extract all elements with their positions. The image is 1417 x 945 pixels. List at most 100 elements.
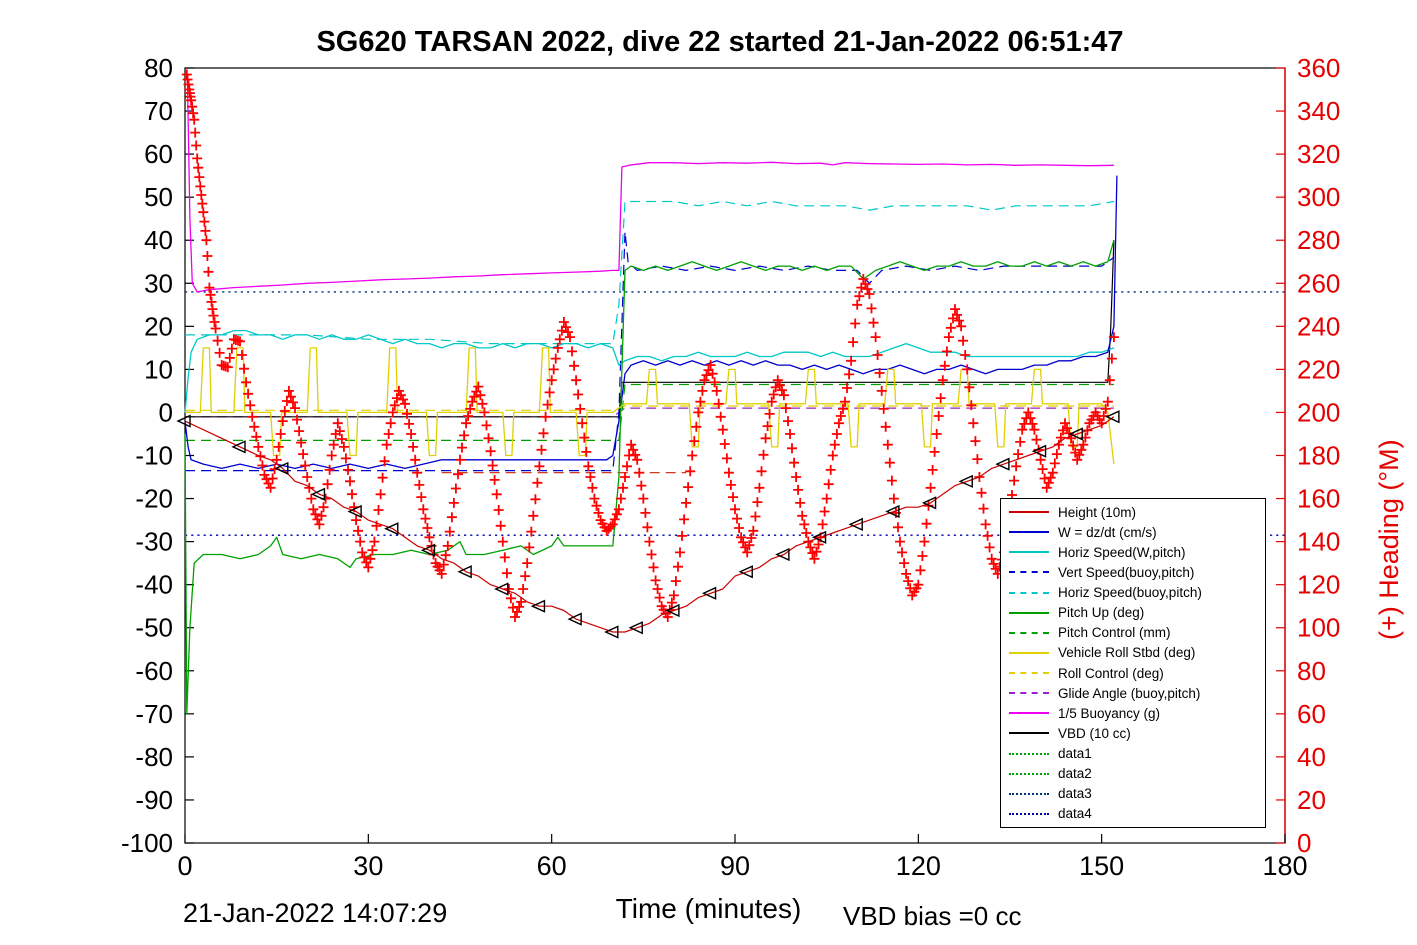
y-left-tick-label: 60 [144,139,173,169]
legend-item-label: data4 [1058,806,1092,822]
series-w-dzdt [184,175,1118,470]
height-marker-triangle [530,599,546,613]
legend-item-label: Glide Angle (buoy,pitch) [1058,685,1201,701]
y-right-tick-label: 340 [1297,96,1340,126]
series-horiz-speed-buoy [185,200,1115,345]
legend-item: Glide Angle (buoy,pitch) [1009,684,1257,702]
legend-item-label: VBD (10 cc) [1058,725,1131,741]
x-tick-label: 60 [537,851,567,881]
legend-item: Horiz Speed(buoy,pitch) [1009,584,1257,602]
legend-item-label: Vert Speed(buoy,pitch) [1058,564,1195,580]
legend-item: Vehicle Roll Stbd (deg) [1009,644,1257,662]
height-marker-triangle [665,603,680,618]
y-right-tick-label: 0 [1297,828,1311,858]
y-right-tick-label: 280 [1297,225,1340,255]
legend: Height (10m) W = dz/dt (cm/s) Horiz Speed(… [1000,498,1266,828]
legend-item: data1 [1009,745,1257,763]
vbd-bias-note: VBD bias =0 cc [843,901,1022,931]
legend-line-sample [1009,712,1049,715]
legend-item: data4 [1009,805,1257,823]
y-left-tick-label: -90 [135,785,173,815]
y-left-tick-label: -40 [135,570,173,600]
y-left-tick-label: 80 [144,53,173,83]
y-left-tick-label: -10 [135,441,173,471]
x-tick-label: 30 [353,851,383,881]
legend-line-sample [1009,611,1049,614]
height-marker-triangle [885,504,900,519]
legend-item: Height (10m) [1009,503,1257,521]
series-vbd [185,240,1115,418]
y-right-tick-label: 120 [1297,570,1340,600]
legend-item: Pitch Control (mm) [1009,624,1257,642]
series-pitch-control [185,383,1114,441]
height-marker-triangle [310,487,326,501]
x-tick-label: 150 [1079,851,1124,881]
legend-item: W = dz/dt (cm/s) [1009,523,1257,541]
legend-item-label: 1/5 Buoyancy (g) [1058,705,1161,721]
height-marker-triangle [995,457,1010,471]
y-right-tick-label: 260 [1297,268,1340,298]
y-right-tick-label: 320 [1297,139,1340,169]
y-right-tick-label: 200 [1297,397,1340,427]
height-marker-triangle [848,517,863,531]
height-marker-triangle [628,621,643,635]
height-marker-triangle [567,612,582,626]
y-left-tick-label: 30 [144,268,173,298]
height-marker-triangle [921,496,937,510]
x-tick-label: 0 [177,851,192,881]
legend-item-label: Horiz Speed(buoy,pitch) [1058,585,1202,601]
legend-line-sample [1009,812,1049,815]
legend-line-sample [1009,551,1049,554]
legend-item-label: Pitch Up (deg) [1058,605,1145,621]
legend-item: data3 [1009,785,1257,803]
y-right-tick-label: 140 [1297,527,1340,557]
legend-item-label: data3 [1058,786,1092,802]
series-horiz-speed-w [184,329,1115,413]
y-left-tick-label: 0 [159,397,173,427]
y-right-tick-label: 80 [1297,656,1326,686]
y-left-tick-label: -70 [135,699,173,729]
height-marker-triangle [420,543,436,557]
legend-item-label: data1 [1058,746,1092,762]
y-right-tick-label: 100 [1297,613,1340,643]
legend-item-label: Horiz Speed(W,pitch) [1058,544,1186,560]
legend-line-sample [1009,732,1049,735]
legend-item: Pitch Up (deg) [1009,604,1257,622]
series-height [184,416,1115,633]
height-marker-triangle [1031,444,1047,458]
height-marker-triangle [1105,410,1120,424]
legend-line-sample [1009,752,1049,755]
y-right-tick-label: 360 [1297,53,1340,83]
series-heading [181,69,1119,622]
legend-item-label: Height (10m) [1058,504,1137,520]
legend-item: VBD (10 cc) [1009,724,1257,742]
y-right-tick-label: 300 [1297,182,1340,212]
legend-item: Horiz Speed(W,pitch) [1009,543,1257,561]
height-marker-triangle [457,565,472,579]
legend-item-label: W = dz/dt (cm/s) [1058,524,1157,540]
y-right-tick-label: 160 [1297,484,1340,514]
y-left-tick-label: 20 [144,311,173,341]
y-right-axis-label: (+) Heading (°M) [1374,439,1404,640]
legend-line-sample [1009,772,1049,775]
legend-line-sample [1009,531,1049,534]
y-left-tick-label: 10 [144,354,173,384]
legend-line-sample [1009,651,1049,654]
y-left-tick-label: -80 [135,742,173,772]
height-marker-triangle [811,530,827,544]
legend-item: data2 [1009,765,1257,783]
height-marker-triangle [494,582,509,596]
legend-item-label: data2 [1058,766,1092,782]
y-left-tick-label: -30 [135,527,173,557]
y-right-tick-label: 220 [1297,354,1340,384]
y-left-tick-label: 70 [144,96,173,126]
x-tick-label: 180 [1262,851,1307,881]
x-axis-label: Time (minutes) [615,893,802,924]
x-tick-label: 90 [720,851,750,881]
legend-item: Vert Speed(buoy,pitch) [1009,563,1257,581]
y-right-tick-label: 60 [1297,699,1326,729]
height-marker-triangle [274,461,289,476]
y-left-tick-label: 50 [144,182,173,212]
legend-line-sample [1009,631,1049,634]
